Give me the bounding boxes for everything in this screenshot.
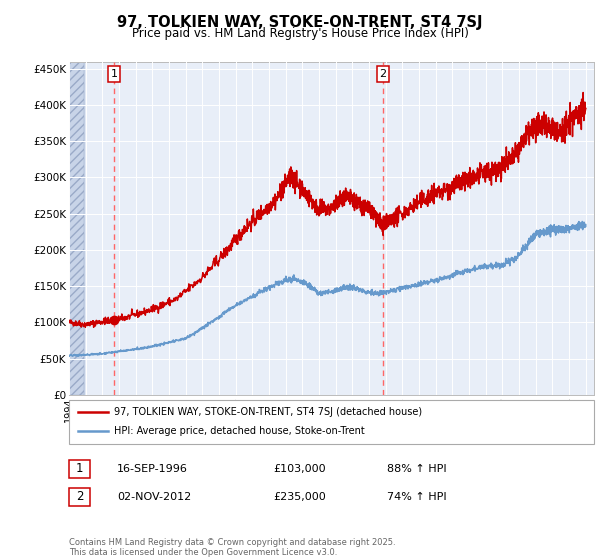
Text: Price paid vs. HM Land Registry's House Price Index (HPI): Price paid vs. HM Land Registry's House … — [131, 27, 469, 40]
Text: £235,000: £235,000 — [273, 492, 326, 502]
Text: 88% ↑ HPI: 88% ↑ HPI — [387, 464, 446, 474]
Text: 2: 2 — [379, 69, 386, 79]
Text: £103,000: £103,000 — [273, 464, 326, 474]
Text: Contains HM Land Registry data © Crown copyright and database right 2025.
This d: Contains HM Land Registry data © Crown c… — [69, 538, 395, 557]
Text: HPI: Average price, detached house, Stoke-on-Trent: HPI: Average price, detached house, Stok… — [114, 426, 365, 436]
Text: 74% ↑ HPI: 74% ↑ HPI — [387, 492, 446, 502]
Text: 97, TOLKIEN WAY, STOKE-ON-TRENT, ST4 7SJ (detached house): 97, TOLKIEN WAY, STOKE-ON-TRENT, ST4 7SJ… — [114, 407, 422, 417]
Text: 1: 1 — [76, 462, 83, 475]
Text: 16-SEP-1996: 16-SEP-1996 — [117, 464, 188, 474]
Text: 02-NOV-2012: 02-NOV-2012 — [117, 492, 191, 502]
Bar — [69, 62, 84, 395]
Bar — [69, 62, 84, 395]
Text: 97, TOLKIEN WAY, STOKE-ON-TRENT, ST4 7SJ: 97, TOLKIEN WAY, STOKE-ON-TRENT, ST4 7SJ — [117, 15, 483, 30]
Text: 2: 2 — [76, 490, 83, 503]
Text: 1: 1 — [110, 69, 118, 79]
